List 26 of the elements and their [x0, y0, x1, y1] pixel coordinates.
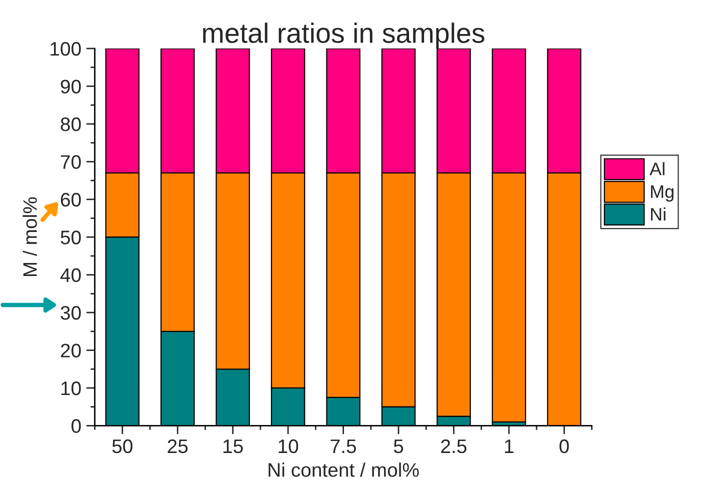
legend-label: Ni: [651, 207, 666, 221]
x-tick-label: 2.5: [441, 439, 466, 454]
y-tick-label: 30: [60, 306, 81, 320]
y-tick-label: 50: [60, 230, 81, 244]
x-axis-title: Ni content / mol%: [268, 462, 419, 477]
y-tick-label: 20: [60, 344, 81, 358]
y-tick-label: 70: [60, 155, 81, 169]
y-tick-label: 10: [61, 381, 81, 396]
chart-title: metal ratios in samples: [203, 22, 484, 49]
y-tick-label: 0: [72, 419, 81, 433]
y-tick-label: 80: [60, 117, 81, 132]
x-tick-label: 15: [224, 440, 243, 454]
y-tick-label: 40: [60, 268, 81, 282]
x-tick-label: 25: [168, 439, 188, 454]
y-tick-label: 100: [50, 42, 81, 56]
legend-label: Al: [650, 162, 664, 176]
x-tick-label: 7.5: [330, 440, 356, 454]
x-tick-label: 1: [505, 440, 514, 453]
x-tick-label: 5: [394, 440, 404, 454]
legend-label: Mg: [651, 185, 674, 202]
x-tick-label: 10: [278, 439, 298, 454]
y-tick-label: 90: [60, 80, 81, 94]
x-tick-label: 50: [112, 439, 132, 454]
y-axis-title: M / mol%: [22, 197, 37, 276]
x-tick-label: 0: [560, 439, 569, 454]
y-tick-label: 60: [60, 192, 81, 207]
